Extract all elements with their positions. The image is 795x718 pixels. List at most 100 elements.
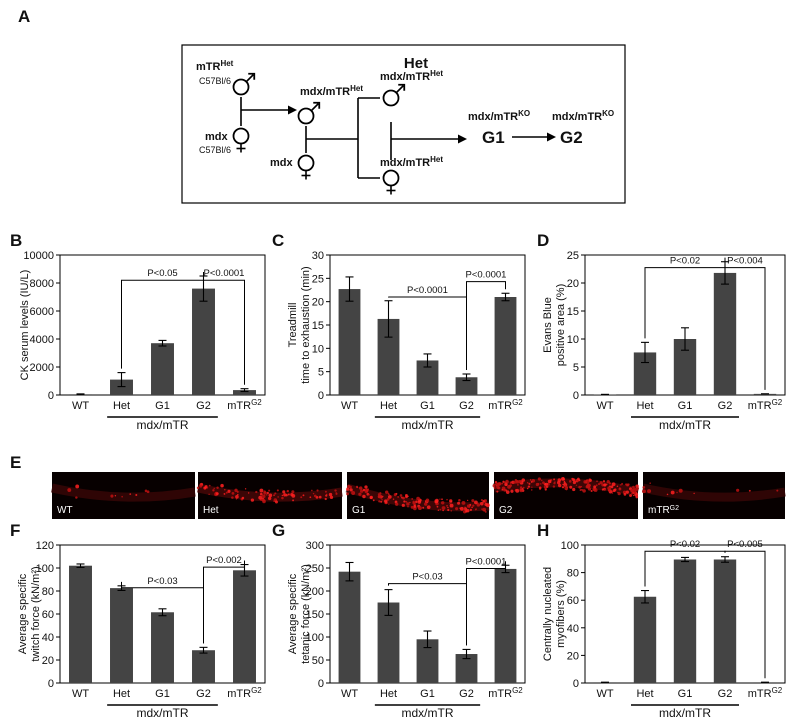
micrograph-signal bbox=[386, 498, 390, 501]
y-tick-label: 120 bbox=[36, 540, 54, 552]
micrograph-signal bbox=[411, 498, 414, 500]
micrograph-signal bbox=[544, 482, 549, 486]
micrograph-signal bbox=[234, 488, 238, 492]
label-text: Het bbox=[636, 400, 653, 412]
micrograph-signal bbox=[530, 489, 533, 491]
y-tick-label: 20 bbox=[42, 655, 54, 667]
y-axis-label: Evans Blue bbox=[542, 297, 554, 353]
micrograph-signal bbox=[263, 491, 267, 495]
y-tick-label: 20 bbox=[567, 278, 579, 290]
micrograph-signal bbox=[413, 503, 417, 506]
micrograph-signal bbox=[388, 493, 390, 496]
micrograph-signal bbox=[620, 484, 622, 486]
micrograph-signal bbox=[422, 506, 425, 509]
error-bar bbox=[641, 589, 649, 604]
micrograph-signal bbox=[440, 501, 445, 505]
micrograph-signal bbox=[557, 483, 562, 488]
x-tick-label: G2 bbox=[459, 688, 474, 700]
micrograph-signal bbox=[485, 504, 487, 507]
micrograph-signal bbox=[379, 492, 382, 495]
micrograph-signal bbox=[526, 481, 529, 484]
micrograph-signal bbox=[481, 508, 483, 510]
micrograph-signal bbox=[231, 491, 235, 495]
x-tick-label: WT bbox=[72, 400, 89, 412]
micrograph-signal bbox=[596, 480, 598, 482]
micrograph-signal bbox=[364, 485, 368, 489]
micrograph-signal bbox=[519, 486, 522, 489]
micrograph-signal bbox=[514, 490, 517, 492]
micrograph-signal bbox=[287, 493, 290, 496]
micrograph-signal bbox=[275, 500, 278, 504]
x-tick-label: Het bbox=[113, 400, 130, 412]
x-tick-label: WT bbox=[341, 400, 358, 412]
micrograph-signal bbox=[381, 498, 383, 501]
label: mdx/mTRHet bbox=[380, 155, 443, 170]
micrograph-signal bbox=[358, 492, 362, 496]
micrograph-signal bbox=[406, 502, 410, 506]
micrograph-signal bbox=[537, 477, 541, 481]
y-tick-label: 0 bbox=[48, 390, 54, 402]
x-tick-label: G2 bbox=[718, 688, 733, 700]
micrograph-signal bbox=[300, 496, 303, 499]
label-text: WT bbox=[72, 400, 89, 412]
micrograph-signal bbox=[497, 481, 502, 486]
micrograph-signal bbox=[313, 494, 317, 498]
micrograph-signal bbox=[372, 499, 375, 502]
bar bbox=[110, 379, 133, 395]
label-text: WT bbox=[341, 400, 358, 412]
y-axis-label: Treadmill bbox=[287, 303, 299, 348]
label-text: Het bbox=[636, 688, 653, 700]
y-tick-label: 4000 bbox=[30, 334, 54, 346]
x-tick-label: mTRG2 bbox=[227, 686, 262, 701]
label: mTRHet bbox=[196, 59, 234, 74]
micrograph-signal bbox=[455, 507, 459, 511]
significance-label: P<0.004 bbox=[727, 256, 763, 267]
micrograph-signal bbox=[223, 492, 226, 495]
micrograph-signal bbox=[334, 489, 337, 492]
arrowhead bbox=[288, 105, 297, 115]
error-bar bbox=[681, 556, 689, 563]
micrograph-signal bbox=[484, 510, 487, 513]
male-symbol bbox=[248, 72, 256, 80]
female-symbol bbox=[382, 169, 400, 187]
micrograph-signal bbox=[266, 494, 268, 496]
male-symbol bbox=[245, 74, 254, 83]
micrograph-signal bbox=[439, 498, 441, 500]
y-tick-label: 200 bbox=[306, 586, 324, 598]
y-tick-label: 60 bbox=[567, 595, 579, 607]
micrograph-signal bbox=[606, 480, 610, 484]
micrograph-signal bbox=[544, 488, 547, 491]
label-superscript: G2 bbox=[670, 505, 679, 512]
micrograph-signal bbox=[424, 502, 428, 506]
significance-bracket bbox=[203, 560, 245, 644]
micrograph-signal bbox=[410, 505, 414, 509]
micrograph-signal bbox=[618, 487, 622, 491]
label-text: G2 bbox=[459, 400, 474, 412]
micrograph-signal bbox=[611, 490, 614, 493]
micrograph-signal bbox=[608, 482, 612, 485]
micrograph-signal bbox=[635, 484, 639, 488]
bar bbox=[633, 596, 657, 683]
label-text: WT bbox=[596, 688, 613, 700]
micrograph-signal bbox=[611, 482, 616, 487]
micrograph-signal bbox=[437, 509, 440, 511]
micrograph-label: G1 bbox=[352, 505, 366, 516]
bar bbox=[455, 654, 478, 683]
micrograph-signal bbox=[261, 494, 266, 499]
micrograph-signal bbox=[416, 496, 420, 501]
micrograph-signal bbox=[630, 489, 634, 493]
bar bbox=[151, 343, 174, 395]
micrograph-signal bbox=[518, 479, 522, 484]
micrograph-signal bbox=[469, 508, 473, 512]
micrograph-signal bbox=[613, 488, 617, 491]
micrograph-signal bbox=[121, 495, 123, 498]
y-axis-label: Average specific bbox=[17, 573, 29, 654]
x-tick-label: Het bbox=[636, 688, 653, 700]
micrograph-signal bbox=[561, 477, 565, 481]
micrograph-signal bbox=[603, 483, 607, 487]
y-tick-label: 80 bbox=[42, 586, 54, 598]
y-tick-label: 25 bbox=[567, 250, 579, 262]
micrograph-signal bbox=[597, 483, 601, 486]
micrograph-signal bbox=[447, 508, 450, 512]
bar bbox=[494, 297, 517, 395]
